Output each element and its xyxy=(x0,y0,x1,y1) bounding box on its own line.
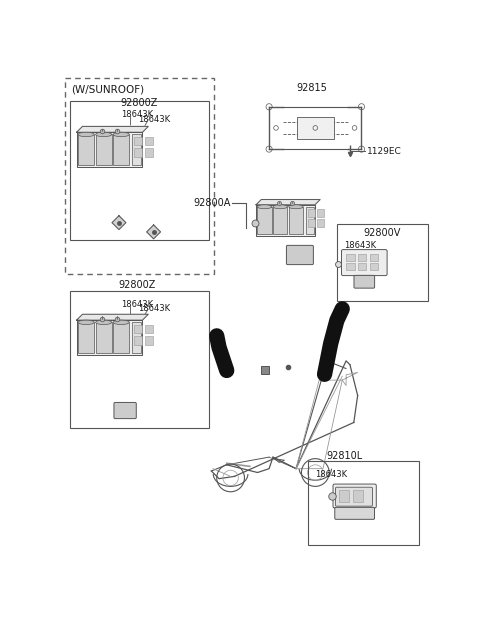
Bar xyxy=(317,219,324,227)
Ellipse shape xyxy=(78,132,94,136)
Text: 18643K: 18643K xyxy=(315,470,348,479)
Ellipse shape xyxy=(273,205,288,209)
Bar xyxy=(144,148,153,157)
Bar xyxy=(346,254,355,261)
Bar xyxy=(134,336,143,345)
Bar xyxy=(96,322,112,353)
Text: 1129EC: 1129EC xyxy=(367,147,402,155)
Text: (W/SUNROOF): (W/SUNROOF) xyxy=(71,84,144,94)
Polygon shape xyxy=(256,205,315,236)
Bar xyxy=(346,263,355,270)
Ellipse shape xyxy=(78,320,94,325)
Ellipse shape xyxy=(257,205,272,209)
Text: 18643K: 18643K xyxy=(121,300,154,308)
Ellipse shape xyxy=(96,320,112,325)
Bar xyxy=(297,117,334,139)
Bar xyxy=(78,322,94,353)
Bar xyxy=(71,291,209,428)
Bar xyxy=(134,325,143,333)
Bar xyxy=(257,207,272,234)
Text: 18643K: 18643K xyxy=(138,304,170,313)
Bar xyxy=(113,322,129,353)
Bar xyxy=(273,207,288,234)
Bar xyxy=(289,207,303,234)
Text: 92800V: 92800V xyxy=(364,228,401,238)
Bar xyxy=(96,135,112,165)
Ellipse shape xyxy=(113,132,129,136)
Text: 92800A: 92800A xyxy=(193,199,230,209)
Polygon shape xyxy=(256,199,320,205)
Bar xyxy=(132,322,141,353)
Bar xyxy=(134,148,143,157)
Polygon shape xyxy=(77,320,143,355)
Bar xyxy=(144,325,153,333)
FancyBboxPatch shape xyxy=(114,402,136,418)
FancyBboxPatch shape xyxy=(354,275,374,288)
Bar xyxy=(308,460,419,545)
Bar xyxy=(134,136,143,146)
Bar xyxy=(65,78,214,274)
Bar xyxy=(358,263,366,270)
Bar xyxy=(358,254,366,261)
Bar xyxy=(78,135,94,165)
Ellipse shape xyxy=(96,132,112,136)
Bar xyxy=(71,101,209,239)
Text: 18643K: 18643K xyxy=(121,110,154,119)
Bar xyxy=(262,366,269,374)
Bar xyxy=(317,209,324,217)
Text: 18643K: 18643K xyxy=(345,241,377,250)
Bar xyxy=(370,254,378,261)
Ellipse shape xyxy=(289,205,303,209)
FancyBboxPatch shape xyxy=(287,246,313,265)
Bar xyxy=(353,491,363,502)
FancyBboxPatch shape xyxy=(335,507,374,520)
Polygon shape xyxy=(77,126,148,132)
Text: 92800Z: 92800Z xyxy=(120,98,158,108)
Bar xyxy=(337,224,428,301)
FancyBboxPatch shape xyxy=(336,487,372,506)
Text: 92810L: 92810L xyxy=(326,452,363,462)
Text: 18643K: 18643K xyxy=(138,115,170,124)
Polygon shape xyxy=(112,216,126,230)
Bar xyxy=(339,491,349,502)
Bar xyxy=(132,135,141,165)
Polygon shape xyxy=(77,132,143,167)
Text: 92800Z: 92800Z xyxy=(118,280,156,289)
FancyBboxPatch shape xyxy=(333,484,376,508)
Bar xyxy=(308,219,315,227)
Text: 92815: 92815 xyxy=(296,83,327,93)
Bar xyxy=(306,207,313,234)
Polygon shape xyxy=(77,314,148,320)
Bar xyxy=(113,135,129,165)
Polygon shape xyxy=(147,225,160,239)
Bar xyxy=(144,336,153,345)
Bar xyxy=(308,209,315,217)
Ellipse shape xyxy=(113,320,129,325)
FancyBboxPatch shape xyxy=(341,250,387,276)
Bar xyxy=(144,136,153,146)
Bar xyxy=(370,263,378,270)
